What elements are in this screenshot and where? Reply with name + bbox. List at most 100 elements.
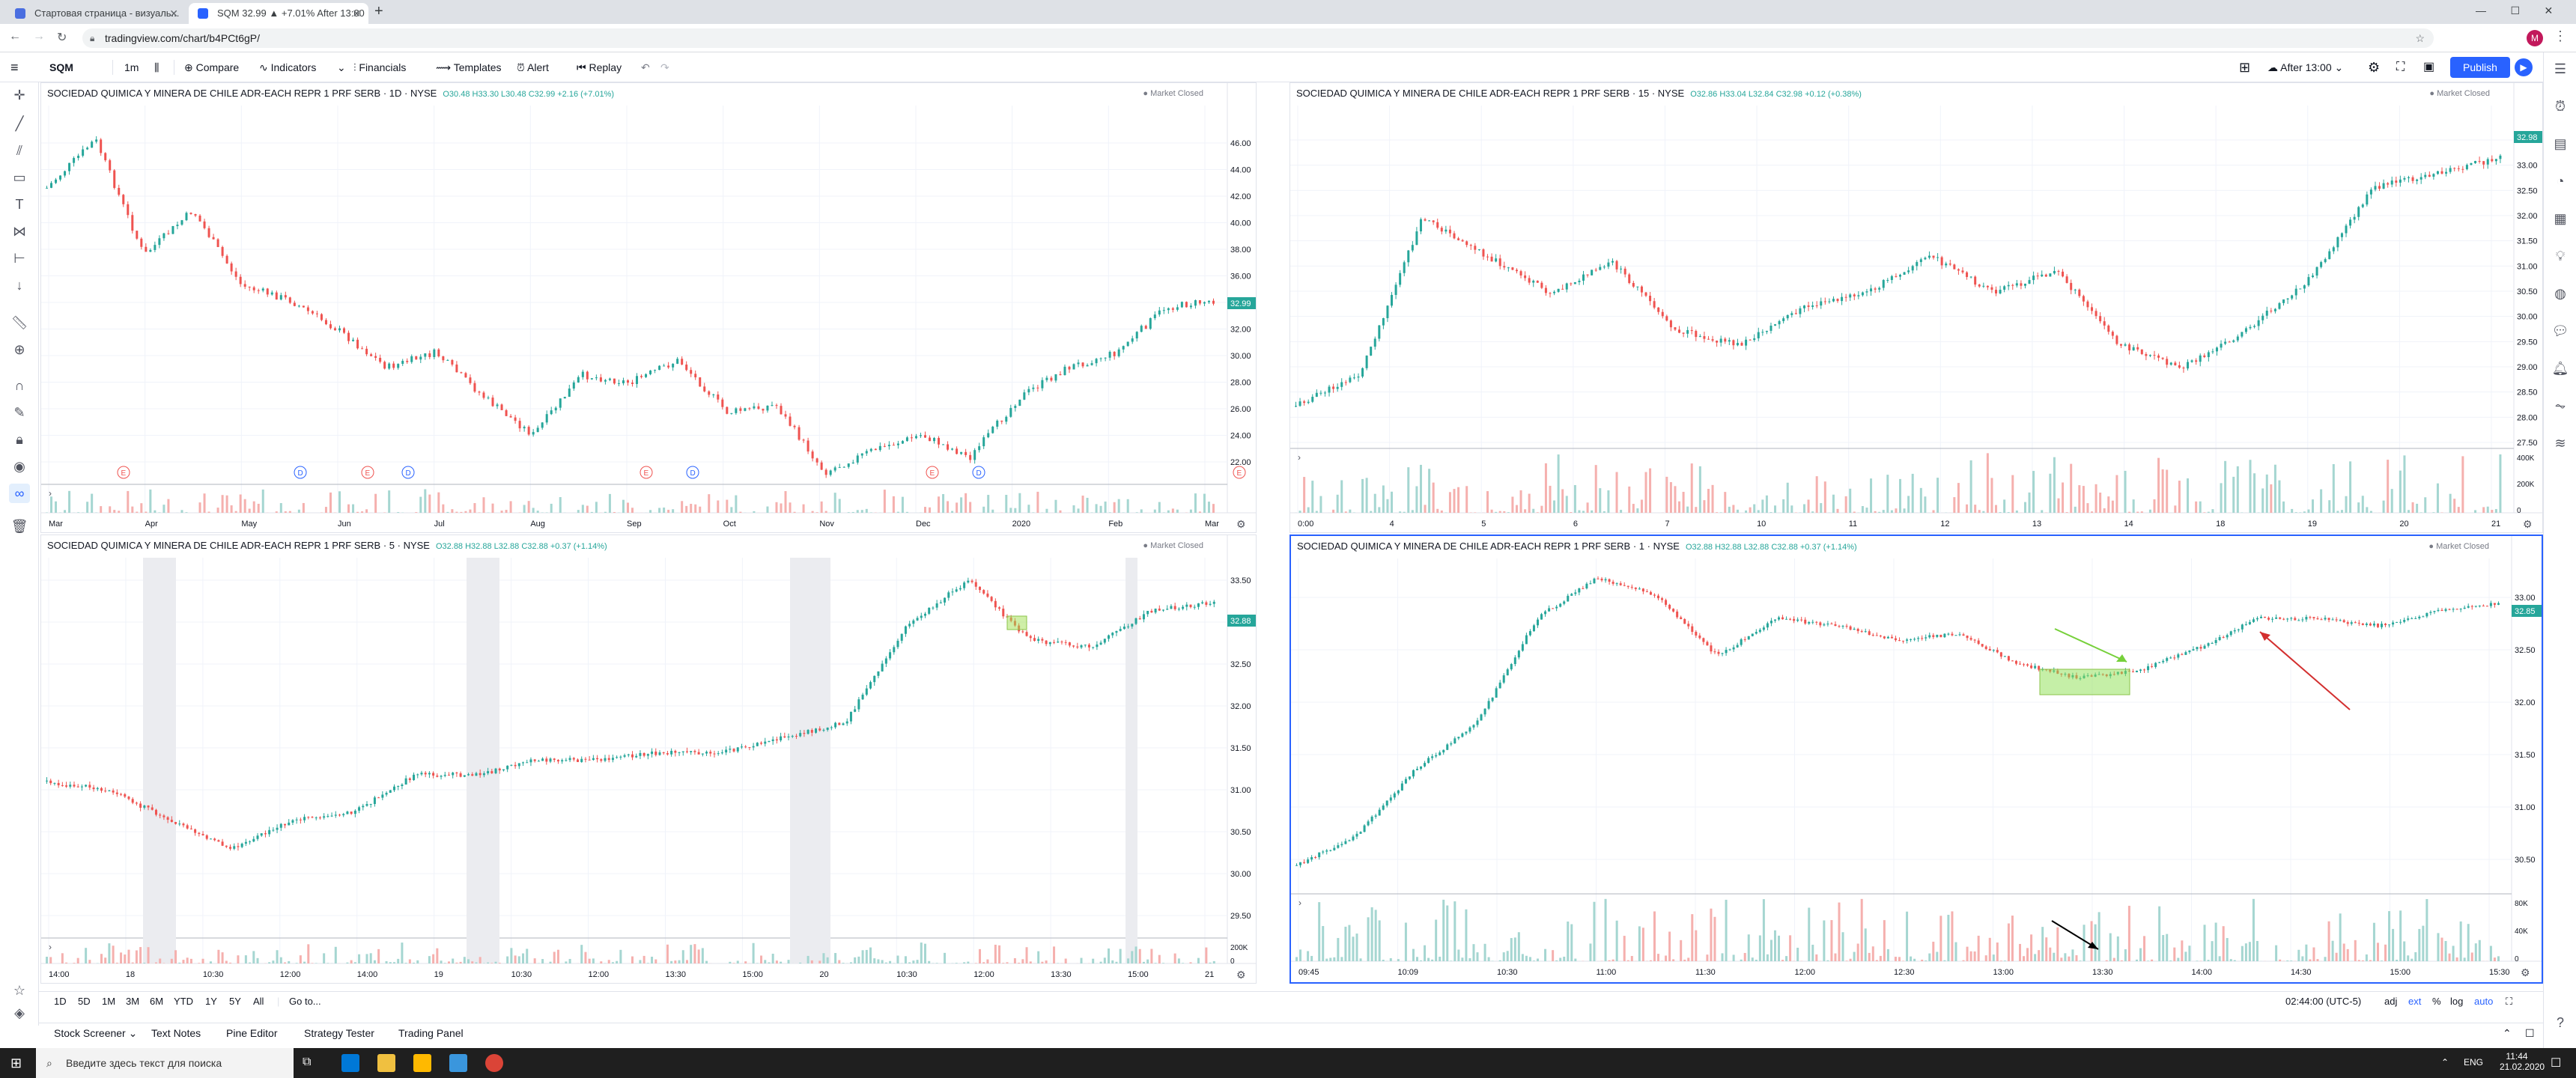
taskbar-search-input[interactable]: ⌕ Введите здесь текст для поиска [36, 1048, 294, 1078]
alert-button[interactable]: ⏰︎ Alert [517, 52, 549, 82]
publish-button[interactable]: Publish [2450, 57, 2510, 78]
range-5d[interactable]: 5D [78, 996, 91, 1007]
tray-chevron-icon[interactable]: ⌃ [2441, 1057, 2449, 1068]
range-1m[interactable]: 1M [102, 996, 116, 1007]
store-icon[interactable] [413, 1054, 431, 1072]
magnet-icon[interactable]: ∩ [14, 378, 25, 393]
range-all[interactable]: All [253, 996, 264, 1007]
layers-icon[interactable]: ◈ [14, 1005, 25, 1020]
zoom-in-icon[interactable]: ⊕ [13, 342, 25, 357]
browser-menu-icon[interactable]: ⋮ [2554, 28, 2567, 43]
dom-icon[interactable]: ≋ [2554, 436, 2566, 451]
pattern-icon[interactable]: ⋈ [13, 224, 26, 239]
file-explorer-icon[interactable] [377, 1054, 395, 1072]
range-3m[interactable]: 3M [126, 996, 140, 1007]
session-button[interactable]: ☁ After 13:00 ⌄ [2267, 61, 2344, 73]
range-ytd[interactable]: YTD [174, 996, 193, 1007]
lock-drawings-icon[interactable]: 🔒︎ [16, 432, 23, 447]
camera-icon[interactable]: ▣ [2423, 61, 2435, 73]
help-icon[interactable]: ? [2556, 1015, 2564, 1030]
forward-icon[interactable]: → [33, 30, 45, 43]
interval-button[interactable]: 1m [124, 61, 139, 73]
templates-button[interactable]: ⟿ Templates [436, 52, 502, 82]
trash-icon[interactable]: 🗑︎ [10, 519, 28, 534]
reload-icon[interactable]: ↻ [57, 31, 67, 44]
indicators-button[interactable]: ∿ Indicators [259, 52, 316, 82]
bar-style-icon[interactable]: ⫼ [154, 61, 160, 73]
ideas-icon[interactable]: 💡︎ [2555, 249, 2566, 264]
minimize-icon[interactable]: — [2476, 4, 2486, 16]
browser-tab-start[interactable]: Стартовая страница - визуаль... ✕ [6, 3, 186, 24]
ruler-icon[interactable]: 📏︎ [10, 315, 28, 330]
maximize-icon[interactable]: ☐ [2510, 4, 2521, 16]
percent-toggle[interactable]: % [2432, 996, 2441, 1007]
star-icon[interactable]: ☆ [2415, 32, 2425, 44]
chart-pane-1m[interactable]: 33.00 32.50 32.00 31.50 31.00 30.50 09:45 10:09… [1289, 535, 2543, 984]
fullscreen-icon[interactable]: ⛶ [2396, 61, 2405, 73]
stay-drawing-icon[interactable]: ✎ [13, 405, 25, 420]
close-icon[interactable]: ✕ [169, 7, 178, 19]
rectangle-icon[interactable]: ▭ [13, 170, 26, 185]
hamburger-menu-icon[interactable]: ≡ [10, 60, 19, 75]
chart-pane-5m[interactable]: 33.5033.0032.5032.0031.5031.0030.5030.00… [40, 535, 1257, 984]
tab-stock-screener[interactable]: Stock Screener ⌄ [54, 1027, 138, 1039]
replay-button[interactable]: ⏮ Replay [577, 52, 622, 82]
text-tool-icon[interactable]: T [15, 197, 24, 212]
trend-line-icon[interactable]: ╱ [15, 116, 24, 131]
task-view-icon[interactable]: ⧉ [303, 1056, 312, 1068]
close-window-icon[interactable]: ✕ [2544, 4, 2554, 16]
adj-toggle[interactable]: adj [2384, 996, 2398, 1007]
new-tab-button[interactable]: + [374, 3, 383, 19]
edge-icon[interactable] [341, 1054, 359, 1072]
streams-icon[interactable]: ◍ [2554, 286, 2566, 301]
data-window-icon[interactable]: ▤ [2554, 136, 2567, 151]
goto-button[interactable]: Go to... [289, 996, 321, 1007]
calendar-icon[interactable]: ▦ [2554, 211, 2567, 226]
tab-pine-editor[interactable]: Pine Editor [226, 1027, 278, 1039]
mail-icon[interactable] [449, 1054, 467, 1072]
log-toggle[interactable]: log [2450, 996, 2464, 1007]
range-5y[interactable]: 5Y [229, 996, 241, 1007]
notifications-icon[interactable]: 🔔︎ [2551, 361, 2569, 376]
redo-icon[interactable]: ↷ [660, 61, 669, 73]
language-indicator[interactable]: ENG [2464, 1057, 2484, 1068]
compare-button[interactable]: ⊕ Compare [184, 52, 239, 82]
back-icon[interactable]: ← [9, 30, 21, 43]
pitchfork-icon[interactable]: ⫽ [16, 143, 23, 158]
order-panel-icon[interactable]: ⏦ [2554, 398, 2566, 413]
close-icon[interactable]: ✕ [352, 7, 361, 19]
symbol-search-button[interactable]: SQM [49, 61, 73, 73]
system-clock[interactable]: 11:44 21.02.2020 [2500, 1051, 2545, 1072]
chats-icon[interactable]: 💬︎ [2551, 323, 2569, 338]
windows-start-icon[interactable]: ⊞ [10, 1056, 22, 1071]
chart-canvas[interactable]: 46.0044.0042.0040.0038.0036.0034.0032.00… [41, 83, 1257, 533]
timezone-clock[interactable]: 02:44:00 (UTC-5) [2285, 996, 2362, 1007]
browser-tab-tradingview[interactable]: SQM 32.99 ▲ +7.01% After 13:00 ✕ [189, 3, 368, 24]
arrow-down-icon[interactable]: ↓ [16, 278, 23, 293]
eye-icon[interactable]: ◉ [13, 459, 25, 474]
range-1d[interactable]: 1D [54, 996, 67, 1007]
hotlist-icon[interactable]: ◔ [2556, 174, 2565, 189]
chart-pane-daily[interactable]: 46.0044.0042.0040.0038.0036.0034.0032.00… [40, 82, 1257, 533]
tab-text-notes[interactable]: Text Notes [151, 1027, 201, 1039]
collapse-panel-icon[interactable]: ⌃ [2503, 1027, 2512, 1039]
range-1y[interactable]: 1Y [205, 996, 217, 1007]
tab-trading-panel[interactable]: Trading Panel [398, 1027, 464, 1039]
play-icon[interactable]: ▶ [2515, 58, 2533, 76]
profile-avatar[interactable]: M [2527, 30, 2543, 46]
ext-toggle[interactable]: ext [2408, 996, 2422, 1007]
star-icon[interactable]: ☆ [13, 983, 26, 998]
alerts-icon[interactable]: ⏰︎ [2554, 99, 2566, 114]
prediction-icon[interactable]: ⊢ [13, 251, 25, 266]
chrome-icon[interactable] [485, 1054, 503, 1072]
layout-grid-icon[interactable]: ⊞ [2239, 60, 2251, 75]
chart-pane-15m[interactable]: 33.5033.0032.5032.0031.5031.0030.5030.00… [1289, 82, 2543, 533]
chevron-down-icon[interactable]: ⌄ [337, 61, 346, 73]
financials-button[interactable]: ⫶ Financials [353, 52, 406, 82]
auto-toggle[interactable]: auto [2474, 996, 2494, 1007]
maximize-panel-icon[interactable]: ⛶ [2506, 996, 2513, 1007]
range-6m[interactable]: 6M [150, 996, 164, 1007]
maximize-panel-icon[interactable]: ☐ [2525, 1027, 2535, 1039]
chart-canvas[interactable]: 33.5033.0032.5032.0031.5031.0030.5030.00… [1290, 83, 2543, 533]
